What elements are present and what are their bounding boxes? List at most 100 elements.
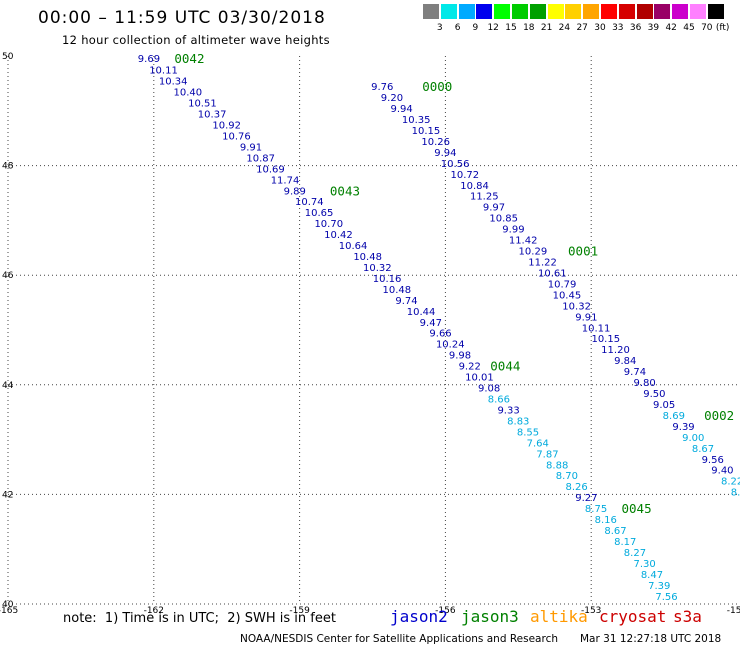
wave-height-point: 8.88 [546,460,568,471]
time-label: 0002 [704,408,734,423]
wave-height-point: 11.42 [509,236,538,247]
wave-height-point: 10.84 [460,181,489,192]
wave-height-point: 10.15 [591,334,620,345]
colorbar-label: 70 [701,23,713,33]
wave-height-point: 8.26 [565,482,587,493]
wave-height-point: 10.74 [295,197,324,208]
wave-height-point: 10.64 [339,241,368,252]
wave-height-point: 10.65 [305,208,334,219]
wave-height-point: 10.26 [421,137,450,148]
colorbar-label: 27 [576,23,588,33]
colorbar-swatch [689,4,706,19]
legend-jason3: jason3 [461,607,519,626]
wave-height-point: 10.11 [582,323,611,334]
colorbar-label: 45 [683,23,695,33]
colorbar-swatch [600,4,617,19]
wave-height-point: 9.50 [643,389,665,400]
chart-title: 00:00 – 11:59 UTC 03/30/2018 [38,8,326,28]
track-data-group: 9.6910.1110.3410.4010.5110.3710.9210.769… [138,51,740,650]
wave-height-point: 8.83 [507,416,529,427]
wave-height-point: 11.20 [601,345,630,356]
wave-height-point: 7.87 [536,449,558,460]
colorbar-label: 6 [454,23,461,33]
wave-height-point: 11.25 [470,192,499,203]
time-label: 0000 [422,79,452,94]
wave-height-point: 9.47 [420,318,442,329]
x-tick-label: -165 [0,606,18,616]
wave-height-point: 10.42 [324,230,353,241]
wave-height-point: 9.08 [478,384,500,395]
wave-height-point: 9.39 [672,422,694,433]
colorbar-swatch [653,4,671,19]
colorbar-swatch [528,4,546,19]
wave-height-point: 10.51 [188,99,217,110]
wave-height-point: 9.00 [682,433,704,444]
time-label: 0043 [330,183,360,198]
wave-height-point: 10.79 [548,279,577,290]
colorbar-label: 3 [436,23,443,33]
wave-height-point: 10.35 [402,115,431,126]
wave-height-point: 9.27 [575,493,597,504]
generated-timestamp: Mar 31 12:27:18 UTC 2018 [580,633,722,645]
wave-height-point: 10.85 [489,214,518,225]
y-tick-label: 42 [2,490,13,500]
y-tick-label: 44 [2,381,14,391]
colorbar-label: 15 [505,23,517,33]
colorbar-label: 39 [647,23,660,33]
wave-height-point: 8.66 [488,395,510,406]
wave-height-point: 10.45 [553,290,582,301]
colorbar-label: 18 [523,23,535,33]
wave-height-point: 7.56 [655,592,677,603]
colorbar-label: 33 [612,23,624,33]
colorbar-label: 42 [665,23,677,33]
legend-cryosat: cryosat [599,607,667,626]
wave-height-point: 10.11 [149,66,178,77]
colorbar-swatch [511,4,528,19]
wave-height-point: 10.56 [441,159,470,170]
colorbar-swatch [617,4,635,19]
wave-height-point: 11.22 [528,258,557,269]
wave-height-point: 10.72 [451,170,480,181]
wave-height-point: 10.76 [222,131,251,142]
legend-jason2: jason2 [390,607,448,626]
time-label: 0045 [622,501,652,516]
time-label: 0001 [568,244,598,259]
x-tick-label: -150 [727,606,740,616]
wave-height-point: 10.44 [407,307,436,318]
legend-s3a: s3a [673,607,702,626]
legend-altika: altika [530,607,588,626]
wave-height-point: 9.80 [634,378,656,389]
wave-height-point: 9.40 [711,466,733,477]
wave-height-point: 10.48 [382,285,411,296]
colorbar-swatch [475,4,493,19]
colorbar-unit: (ft) [715,23,730,33]
wave-height-point: 8.67 [604,526,626,537]
colorbar-label: 12 [487,23,499,33]
time-label: 0042 [174,51,204,66]
wave-height-point: 9.91 [575,312,597,323]
colorbar-label: 9 [472,23,479,33]
credit-line: NOAA/NESDIS Center for Satellite Applica… [240,633,558,645]
wave-height-point: 9.66 [429,329,451,340]
wave-height-point: 8.27 [624,548,646,559]
x-tick-label: -159 [289,606,310,616]
wave-height-point: 8.22 [721,477,740,488]
wave-height-point: 9.97 [483,203,505,214]
wave-height-point: 7.64 [527,438,549,449]
wave-height-point: 8.67 [692,444,714,455]
colorbar-swatch [439,4,457,19]
time-label: 0044 [490,359,520,374]
wave-height-point: 8.47 [641,570,663,581]
wave-height-point: 9.89 [284,186,306,197]
wave-height-point: 9.99 [502,225,524,236]
wave-height-point: 10.92 [212,121,241,132]
wave-height-point: 8.55 [517,427,539,438]
wave-height-point: 9.76 [371,82,393,93]
wave-height-point: 7.70 [692,647,714,650]
units-note: note: 1) Time is in UTC; 2) SWH is in fe… [63,611,336,626]
colorbar-swatch [564,4,582,19]
wave-height-point: 10.61 [538,268,567,279]
y-tick-label: 50 [2,52,14,62]
wave-height-point: 10.37 [198,110,227,121]
wave-height-point: 10.70 [314,219,343,230]
